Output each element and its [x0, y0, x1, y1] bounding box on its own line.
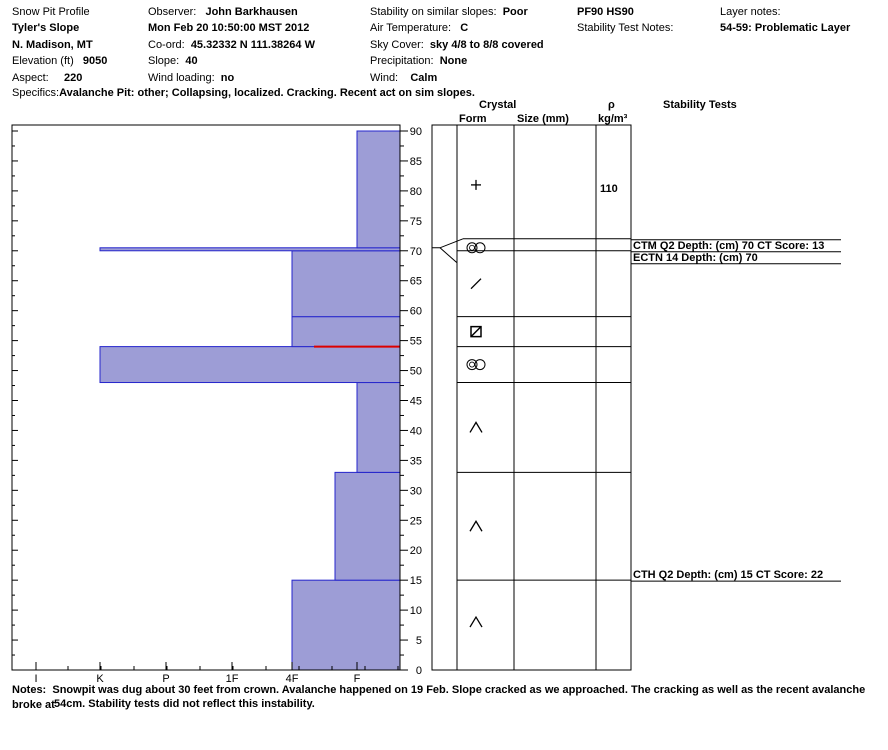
melt-form-icon	[474, 242, 486, 254]
depth-tick-label: 5	[416, 635, 422, 647]
stability-test-label: CTH Q2 Depth: (cm) 15 CT Score: 22	[633, 569, 823, 581]
hardness-bars	[99, 130, 401, 671]
col-form: Form	[459, 113, 487, 125]
hardness-bar	[99, 247, 401, 252]
decomposing-icon	[470, 278, 482, 290]
hardness-tick-label: F	[354, 673, 361, 685]
depth-tick-label: 10	[410, 605, 422, 617]
stability-similar: Stability on similar slopes: Poor	[370, 6, 528, 18]
precipitation: Precipitation: None	[370, 55, 468, 67]
chart-frame	[11, 124, 632, 671]
notes-continued: 54cm. Stability tests did not reflect th…	[54, 698, 315, 710]
depth-tick-label: 40	[410, 425, 422, 437]
hardness-tick-label: I	[34, 673, 37, 685]
hardness-axis: I K P 1F 4F F	[34, 662, 399, 685]
depth-axis: 0 5 10 15 20 25 30 35 40 45 50 55 60 65 70 75 80 85 90	[12, 126, 422, 677]
wind-loading: Wind loading: no	[148, 72, 235, 84]
stability-test-label: CTM Q2 Depth: (cm) 70 CT Score: 13	[633, 240, 824, 252]
hardness-bar	[291, 316, 401, 348]
hardness-tick-label: 4F	[286, 673, 299, 685]
aspect: Aspect: 220	[12, 72, 83, 84]
depth-hoar-icon	[469, 615, 483, 628]
depth-tick-label: 80	[410, 186, 422, 198]
depth-hoar-icon	[469, 421, 483, 433]
location-name: Tyler's Slope	[12, 22, 80, 34]
col-density-unit: kg/m³	[598, 113, 628, 125]
depth-tick-label: 25	[410, 515, 422, 527]
layer-connector	[439, 247, 458, 264]
elevation: Elevation (ft) 9050	[12, 55, 108, 67]
sky-cover: Sky Cover: sky 4/8 to 8/8 covered	[370, 39, 544, 51]
col-rho: ρ	[608, 99, 615, 111]
depth-tick-label: 0	[416, 665, 422, 677]
hardness-tick-label: P	[162, 673, 169, 685]
hardness-bar	[99, 346, 401, 384]
depth-tick-label: 75	[410, 216, 422, 228]
layer-connector	[432, 238, 464, 249]
depth-tick-label: 45	[410, 396, 422, 408]
layer-notes-label: Layer notes:	[720, 6, 781, 18]
crystal-frame	[431, 124, 632, 671]
faceted-icon	[470, 326, 482, 338]
hardness-bar	[356, 382, 401, 473]
faceted-icon	[470, 325, 482, 338]
melt-form-icon	[466, 359, 478, 371]
depth-tick-label: 55	[410, 336, 422, 348]
melt-form-icon	[474, 359, 486, 371]
depth-tick-label: 90	[410, 126, 422, 138]
crystal-column: 110	[432, 179, 631, 628]
col-stability-tests: Stability Tests	[663, 99, 737, 111]
hardness-plot-frame	[11, 124, 401, 671]
melt-form-icon	[469, 244, 475, 251]
depth-tick-label: 15	[410, 575, 422, 587]
wind: Wind: Calm	[370, 72, 438, 84]
slope: Slope: 40	[148, 55, 198, 67]
coordinates: Co-ord: 45.32332 N 111.38264 W	[148, 39, 315, 51]
notes: Notes: Snowpit was dug about 30 feet fro…	[12, 684, 866, 711]
stability-test-notes-label: Stability Test Notes:	[577, 22, 674, 34]
depth-tick-label: 35	[410, 455, 422, 467]
layer-notes-value: 54-59: Problematic Layer	[720, 22, 851, 34]
datetime: Mon Feb 20 10:50:00 MST 2012	[148, 22, 310, 34]
depth-tick-label: 60	[410, 306, 422, 318]
hardness-bar	[356, 130, 401, 249]
stability-test-label: ECTN 14 Depth: (cm) 70	[633, 252, 758, 264]
depth-tick-label: 20	[410, 545, 422, 557]
hardness-bar	[291, 250, 401, 318]
pf-hs: PF90 HS90	[577, 6, 634, 18]
hardness-tick-label: 1F	[226, 673, 239, 685]
melt-form-icon	[466, 242, 478, 254]
depth-tick-label: 30	[410, 485, 422, 497]
col-size: Size (mm)	[517, 113, 569, 125]
density-value: 110	[600, 183, 618, 195]
depth-tick-label: 65	[410, 276, 422, 288]
hardness-bar	[291, 579, 401, 671]
hardness-tick-label: K	[96, 673, 104, 685]
col-crystal: Crystal	[479, 99, 517, 111]
depth-hoar-icon	[469, 520, 483, 532]
depth-tick-label: 50	[410, 366, 422, 378]
depth-tick-label: 70	[410, 246, 422, 258]
page-title: Snow Pit Profile	[12, 6, 90, 18]
specifics: Specifics:Avalanche Pit: other; Collapsi…	[12, 87, 475, 99]
melt-form-icon	[469, 361, 475, 368]
depth-tick-label: 85	[410, 156, 422, 168]
hardness-bar	[334, 471, 401, 581]
region: N. Madison, MT	[12, 39, 93, 51]
air-temperature: Air Temperature: C	[370, 22, 469, 34]
observer: Observer: John Barkhausen	[148, 6, 298, 18]
